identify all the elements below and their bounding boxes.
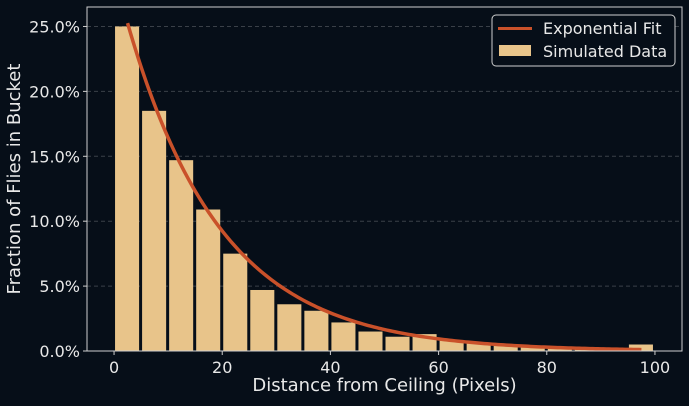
bar xyxy=(466,343,491,351)
bars xyxy=(115,26,653,351)
bar xyxy=(223,253,248,351)
bar xyxy=(385,336,410,351)
y-tick-label: 5.0% xyxy=(39,277,80,296)
y-axis-label: Fraction of Flies in Bucket xyxy=(4,64,25,295)
bar xyxy=(169,160,194,351)
bar xyxy=(142,110,167,351)
bar xyxy=(250,289,275,351)
x-tick-label: 80 xyxy=(537,358,557,377)
x-tick-label: 0 xyxy=(109,358,119,377)
legend-label-fit: Exponential Fit xyxy=(543,19,661,38)
fit-curve xyxy=(125,22,642,352)
y-tick-label: 10.0% xyxy=(29,212,80,231)
x-tick-label: 100 xyxy=(640,358,671,377)
bar xyxy=(493,344,518,351)
bar xyxy=(439,340,464,351)
y-tick-label: 20.0% xyxy=(29,82,80,101)
bar xyxy=(115,26,140,351)
bar xyxy=(304,310,329,351)
x-axis-label: Distance from Ceiling (Pixels) xyxy=(252,375,516,396)
x-axis-ticks: 0 20 40 60 80 100 xyxy=(109,351,670,377)
axes-frame xyxy=(86,6,683,352)
bar xyxy=(196,209,221,351)
bar xyxy=(628,344,653,351)
bar xyxy=(520,345,545,351)
exponential-fit-line xyxy=(125,22,642,352)
legend-label-data: Simulated Data xyxy=(543,42,667,61)
x-tick-label: 60 xyxy=(428,358,448,377)
legend-box xyxy=(491,14,676,67)
x-tick-label: 20 xyxy=(212,358,232,377)
y-axis-ticks: 0.0% 5.0% 10.0% 15.0% 20.0% 25.0% xyxy=(29,17,87,361)
bar xyxy=(331,322,356,351)
x-tick-label: 40 xyxy=(320,358,340,377)
bar xyxy=(277,304,302,351)
bar xyxy=(358,331,383,351)
y-tick-label: 25.0% xyxy=(29,17,80,36)
legend-data-swatch-icon xyxy=(499,45,531,56)
y-tick-label: 15.0% xyxy=(29,147,80,166)
y-tick-label: 0.0% xyxy=(39,342,80,361)
legend: Exponential Fit Simulated Data xyxy=(491,14,676,67)
